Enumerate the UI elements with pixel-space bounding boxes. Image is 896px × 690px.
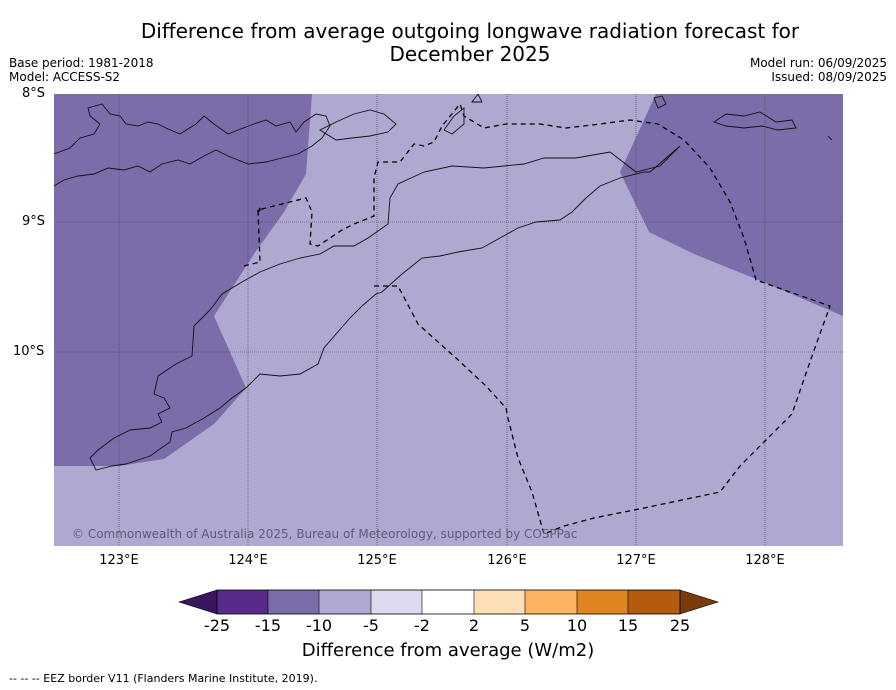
eez-borders <box>243 102 831 535</box>
colorbar-bin-7 <box>525 590 577 614</box>
moderate-anomaly-region-west <box>54 94 312 466</box>
alor-coastline <box>319 109 397 141</box>
eez-footnote: -- -- -- EEZ border V11 (Flanders Marine… <box>9 672 318 685</box>
colorbar-tick: -5 <box>363 616 379 635</box>
colorbar-tick: -2 <box>414 616 430 635</box>
lat-label-10s: 10°S <box>13 344 45 359</box>
colorbar-tick: -15 <box>254 616 282 635</box>
lon-label-128e: 128°E <box>745 553 785 568</box>
lon-label-124e: 124°E <box>228 553 268 568</box>
colorbar-bin-2 <box>268 590 319 614</box>
model-run: Model run: 06/09/2025 <box>749 56 887 70</box>
meta-left: Base period: 1981-2018 Model: ACCESS-S2 <box>9 56 154 84</box>
title-line-2: December 2025 <box>389 42 551 66</box>
small-island-c <box>827 135 833 141</box>
colorbar-extend-high <box>679 589 719 615</box>
model-name: Model: ACCESS-S2 <box>9 70 121 84</box>
flores-coastline <box>54 103 331 187</box>
colorbar-bin-1 <box>217 590 268 614</box>
colorbar-tick: -10 <box>305 616 333 635</box>
colorbar-tick: 2 <box>468 616 480 635</box>
small-island-b <box>471 94 483 103</box>
map-title: Difference from average outgoing longwav… <box>100 20 840 66</box>
small-island-a <box>653 95 667 109</box>
colorbar-bin-9 <box>628 590 680 614</box>
lon-label-123e: 123°E <box>99 553 139 568</box>
colorbar-extend-low <box>178 589 218 615</box>
olr-anomaly-map[interactable]: © Commonwealth of Australia 2025, Bureau… <box>54 94 843 546</box>
meta-right: Model run: 06/09/2025 Issued: 08/09/2025 <box>750 56 887 84</box>
timor-coastline <box>89 145 681 471</box>
lat-label-9s: 9°S <box>22 214 46 229</box>
lon-label-125e: 125°E <box>357 553 397 568</box>
colorbar-tick: 5 <box>519 616 531 635</box>
colorbar-bin-3 <box>319 590 371 614</box>
copyright-credit: © Commonwealth of Australia 2025, Bureau… <box>72 527 577 541</box>
colorbar-tick: 10 <box>566 616 588 635</box>
lat-label-8s: 8°S <box>22 86 46 101</box>
colorbar-bin-8 <box>577 590 628 614</box>
colorbar-frame <box>216 589 681 615</box>
colorbar-tick: 15 <box>617 616 639 635</box>
colorbar-title: Difference from average (W/m2) <box>301 640 595 661</box>
wetar-coastline <box>712 111 797 131</box>
colorbar-tick: 25 <box>669 616 691 635</box>
lon-label-126e: 126°E <box>487 553 527 568</box>
lon-label-127e: 127°E <box>616 553 656 568</box>
colorbar-bin-5 <box>422 590 474 614</box>
issued-date: Issued: 08/09/2025 <box>771 70 887 84</box>
colorbar <box>178 589 719 615</box>
colorbar-tick: -25 <box>203 616 231 635</box>
colorbar-dividers <box>267 590 629 614</box>
base-period: Base period: 1981-2018 <box>9 56 154 70</box>
title-line-1: Difference from average outgoing longwav… <box>140 19 800 43</box>
colorbar-bin-6 <box>474 590 525 614</box>
eez-border-timor-sea <box>243 102 831 535</box>
coastlines <box>54 94 833 471</box>
colorbar-bin-4 <box>371 590 422 614</box>
